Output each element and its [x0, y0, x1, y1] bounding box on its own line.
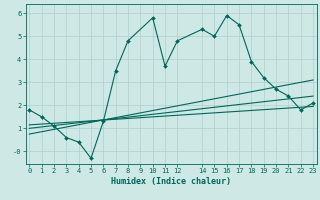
X-axis label: Humidex (Indice chaleur): Humidex (Indice chaleur)	[111, 177, 231, 186]
